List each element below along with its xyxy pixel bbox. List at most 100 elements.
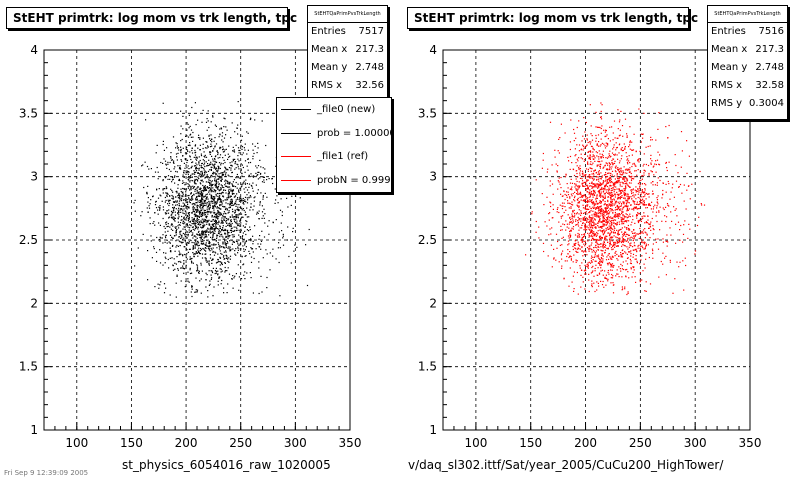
data-point [582,276,584,278]
data-point [667,204,669,206]
data-point [552,217,554,219]
data-point [222,192,224,194]
data-point [203,232,205,234]
data-point [190,133,192,135]
data-point [171,236,173,238]
data-point [671,220,673,222]
data-point [582,185,584,187]
data-point [613,185,616,187]
data-point [235,215,237,217]
data-point [186,231,189,233]
data-point [221,177,223,179]
data-point [615,208,617,211]
data-point [597,187,599,189]
data-point [246,229,248,231]
data-point [603,224,605,226]
data-point [611,228,613,230]
data-point [591,283,593,285]
data-point [604,231,606,233]
data-point [621,189,623,192]
data-point [268,178,270,180]
data-point [206,165,208,167]
data-point [622,178,624,180]
data-point [618,276,620,278]
data-point [584,208,586,210]
data-point [628,246,630,248]
data-point [187,233,189,235]
data-point [195,225,197,227]
data-point [209,250,211,252]
data-point [640,192,642,194]
data-point [559,204,561,206]
data-point [204,232,206,234]
data-point [614,246,616,248]
data-point [584,229,586,231]
data-point [252,190,254,192]
data-point [172,210,174,212]
data-point [183,272,185,274]
data-point [607,278,609,280]
data-point [589,193,591,195]
data-point [237,158,239,160]
data-point [639,233,641,235]
data-point [194,253,197,255]
data-point [565,194,568,196]
data-point [183,199,185,201]
data-point [224,173,227,175]
data-point [223,287,225,289]
data-point [610,258,612,260]
data-point [184,226,186,228]
data-point [164,212,166,214]
data-point [172,197,175,199]
data-point [260,192,262,194]
data-point [594,238,596,241]
data-point [587,200,589,202]
data-point [682,260,684,262]
data-point [575,219,577,221]
data-point [621,185,623,187]
data-point [211,166,213,168]
data-point [251,187,254,189]
data-point [237,252,239,254]
data-point [172,229,174,231]
data-point [208,264,210,266]
data-point [260,248,262,250]
data-point [187,183,189,185]
data-point [606,168,608,170]
data-point [578,209,580,211]
data-point [603,213,605,215]
data-point [165,199,167,202]
data-point [233,150,235,152]
data-point [616,181,618,183]
data-point [224,154,226,156]
data-point [597,225,599,227]
data-point [580,192,582,194]
data-point [187,203,189,205]
data-point [634,164,636,166]
data-point [604,215,606,217]
data-point [610,217,612,220]
data-point [637,169,639,171]
data-point [199,138,201,140]
data-point [641,240,643,242]
data-point [193,221,195,223]
data-point [231,190,233,193]
data-point [621,195,623,197]
data-point [192,245,194,247]
data-point [226,270,228,272]
data-point [603,143,605,145]
data-point [271,178,273,180]
data-point [244,211,246,213]
data-point [224,170,226,172]
data-point [202,205,204,207]
data-point [662,241,664,243]
data-point [605,183,607,185]
data-point [560,254,562,256]
data-point [608,187,610,189]
data-point [612,187,614,189]
data-point [607,269,609,272]
data-point [187,217,189,220]
data-point [674,278,676,280]
data-point [199,206,201,208]
data-point [193,219,195,221]
